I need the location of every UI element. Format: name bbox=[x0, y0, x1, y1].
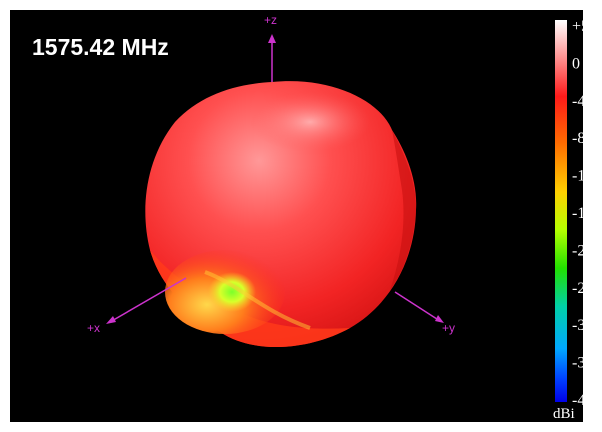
colorbar-tick-label: -22 bbox=[572, 242, 583, 259]
colorbar-ticks: +5 0 -4 -8 -13 -18 -22 -26 -31 -36 -40 bbox=[572, 18, 583, 409]
colorbar-tick-label: -4 bbox=[572, 93, 583, 110]
y-axis-line bbox=[394, 291, 441, 322]
axis-label-z: +z bbox=[264, 13, 277, 27]
colorbar bbox=[555, 20, 567, 402]
axis-label-x: +x bbox=[87, 321, 100, 335]
colorbar-tick-label: 0 bbox=[572, 55, 580, 72]
colorbar-tick-label: -13 bbox=[572, 168, 583, 185]
pattern-body bbox=[145, 81, 417, 348]
colorbar-tick-label: -8 bbox=[572, 130, 583, 147]
axis-label-y: +y bbox=[442, 321, 455, 335]
colorbar-tick-label: -36 bbox=[572, 355, 583, 372]
x-axis-arrow bbox=[106, 316, 116, 324]
z-axis-arrow bbox=[268, 34, 276, 43]
frequency-title: 1575.42 MHz bbox=[32, 34, 169, 60]
colorbar-tick-label: -40 bbox=[572, 392, 583, 409]
colorbar-tick-label: -18 bbox=[572, 205, 583, 222]
colorbar-tick-label: -31 bbox=[572, 317, 583, 334]
plot-frame: +z +x +y +5 0 -4 -8 -13 -18 -22 -26 -31 -36 -40 dB… bbox=[10, 10, 583, 422]
colorbar-tick-label: +5 bbox=[572, 18, 583, 35]
x-axis-line bbox=[109, 277, 187, 323]
colorbar-tick-label: -26 bbox=[572, 280, 583, 297]
y-axis-arrow bbox=[435, 315, 444, 323]
colorbar-unit: dBi bbox=[553, 406, 575, 422]
radiation-pattern-plot: +z +x +y +5 0 -4 -8 -13 -18 -22 -26 -31 -36 -40 dB… bbox=[87, 13, 583, 422]
